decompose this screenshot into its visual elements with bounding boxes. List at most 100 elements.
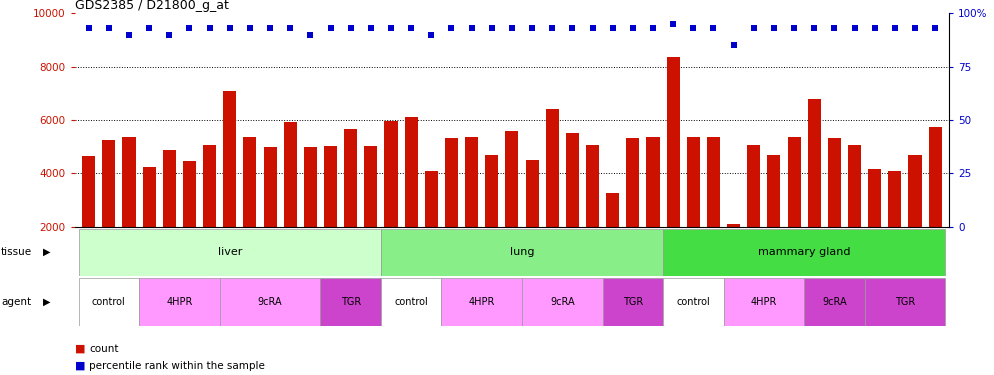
Bar	[445, 138, 458, 280]
Bar	[83, 156, 95, 280]
Bar	[79, 278, 139, 326]
Bar	[828, 138, 841, 280]
Bar	[304, 147, 317, 280]
Bar	[139, 278, 220, 326]
Bar	[889, 171, 902, 280]
Point	[625, 25, 641, 31]
Bar	[263, 147, 276, 280]
Bar	[424, 171, 437, 280]
Bar	[441, 278, 522, 326]
Bar	[381, 229, 663, 276]
Point	[343, 25, 359, 31]
Point	[545, 25, 561, 31]
Point	[222, 25, 238, 31]
Point	[443, 25, 459, 31]
Bar	[142, 167, 156, 280]
Bar	[102, 140, 115, 280]
Bar	[848, 145, 861, 280]
Text: tissue: tissue	[1, 247, 32, 257]
Bar	[727, 224, 741, 280]
Text: lung: lung	[510, 247, 534, 257]
Point	[81, 25, 96, 31]
Bar	[646, 137, 660, 280]
Text: control: control	[91, 297, 125, 307]
Bar	[724, 278, 804, 326]
Text: 4HPR: 4HPR	[468, 297, 495, 307]
Point	[746, 25, 761, 31]
Bar	[385, 122, 398, 280]
Bar	[465, 137, 478, 280]
Text: ▶: ▶	[43, 297, 51, 307]
Text: 9cRA: 9cRA	[550, 297, 575, 307]
Point	[927, 25, 943, 31]
Text: ■: ■	[75, 361, 85, 370]
Bar	[220, 278, 320, 326]
Point	[463, 25, 479, 31]
Bar	[163, 150, 176, 280]
Bar	[865, 278, 945, 326]
Point	[766, 25, 782, 31]
Point	[161, 32, 177, 38]
Point	[726, 42, 742, 48]
Bar	[505, 132, 519, 280]
Bar	[663, 278, 724, 326]
Point	[524, 25, 540, 31]
Text: 4HPR: 4HPR	[750, 297, 777, 307]
Bar	[224, 91, 237, 280]
Point	[282, 25, 298, 31]
Text: control: control	[677, 297, 710, 307]
Point	[302, 32, 318, 38]
Bar	[868, 170, 882, 280]
Bar	[804, 278, 865, 326]
Bar	[344, 129, 357, 280]
Bar	[586, 145, 599, 280]
Bar	[663, 229, 945, 276]
Text: TGR: TGR	[895, 297, 915, 307]
Bar	[522, 278, 602, 326]
Text: control: control	[395, 297, 428, 307]
Bar	[626, 138, 639, 280]
Text: liver: liver	[218, 247, 242, 257]
Bar	[747, 145, 760, 280]
Text: percentile rank within the sample: percentile rank within the sample	[89, 361, 265, 370]
Bar	[244, 137, 256, 280]
Point	[262, 25, 278, 31]
Point	[565, 25, 580, 31]
Point	[383, 25, 399, 31]
Point	[182, 25, 198, 31]
Bar	[364, 146, 378, 280]
Point	[100, 25, 116, 31]
Point	[908, 25, 923, 31]
Point	[121, 32, 137, 38]
Bar	[566, 133, 579, 280]
Text: 4HPR: 4HPR	[166, 297, 193, 307]
Point	[826, 25, 842, 31]
Text: TGR: TGR	[622, 297, 643, 307]
Bar	[687, 137, 700, 280]
Bar	[183, 161, 196, 280]
Point	[645, 25, 661, 31]
Point	[584, 25, 600, 31]
Point	[604, 25, 620, 31]
Text: count: count	[89, 344, 119, 354]
Bar	[602, 278, 663, 326]
Point	[202, 25, 218, 31]
Bar	[324, 146, 337, 280]
Text: TGR: TGR	[341, 297, 361, 307]
Point	[806, 25, 822, 31]
Bar	[526, 160, 539, 280]
Point	[847, 25, 863, 31]
Bar	[667, 57, 680, 280]
Point	[484, 25, 500, 31]
Text: 9cRA: 9cRA	[257, 297, 282, 307]
Point	[665, 21, 681, 27]
Point	[685, 25, 701, 31]
Bar	[606, 193, 619, 280]
Text: ▶: ▶	[43, 247, 51, 257]
Text: GDS2385 / D21800_g_at: GDS2385 / D21800_g_at	[75, 0, 229, 12]
Point	[423, 32, 439, 38]
Point	[323, 25, 339, 31]
Point	[141, 25, 157, 31]
Bar	[808, 99, 821, 280]
Point	[867, 25, 883, 31]
